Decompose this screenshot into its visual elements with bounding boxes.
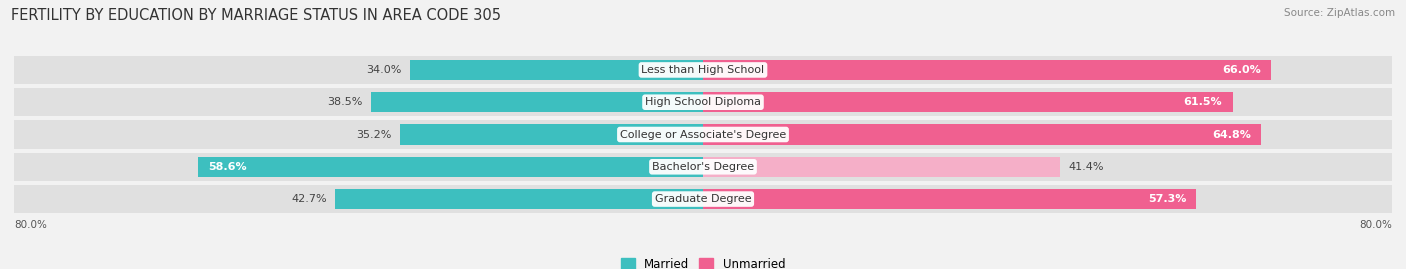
Text: 35.2%: 35.2% — [356, 129, 391, 140]
Text: 34.0%: 34.0% — [366, 65, 402, 75]
Text: 58.6%: 58.6% — [208, 162, 247, 172]
Text: Source: ZipAtlas.com: Source: ZipAtlas.com — [1284, 8, 1395, 18]
Bar — [411, 60, 703, 80]
Text: College or Associate's Degree: College or Associate's Degree — [620, 129, 786, 140]
Text: 61.5%: 61.5% — [1184, 97, 1222, 107]
Bar — [703, 60, 1271, 80]
Text: Less than High School: Less than High School — [641, 65, 765, 75]
Bar — [14, 153, 1392, 181]
Bar — [14, 120, 1392, 149]
Bar — [703, 189, 1197, 209]
Text: 80.0%: 80.0% — [1360, 220, 1392, 230]
Text: Graduate Degree: Graduate Degree — [655, 194, 751, 204]
Text: 38.5%: 38.5% — [328, 97, 363, 107]
Text: 80.0%: 80.0% — [14, 220, 46, 230]
Text: 41.4%: 41.4% — [1069, 162, 1104, 172]
Bar — [14, 185, 1392, 213]
Bar — [335, 189, 703, 209]
Bar — [703, 157, 1060, 177]
Bar — [703, 92, 1233, 112]
Bar — [14, 88, 1392, 116]
Bar — [703, 125, 1261, 144]
Text: High School Diploma: High School Diploma — [645, 97, 761, 107]
Bar — [14, 56, 1392, 84]
Legend: Married, Unmarried: Married, Unmarried — [620, 258, 786, 269]
Text: Bachelor's Degree: Bachelor's Degree — [652, 162, 754, 172]
Text: 57.3%: 57.3% — [1147, 194, 1187, 204]
Bar — [371, 92, 703, 112]
Text: 42.7%: 42.7% — [291, 194, 326, 204]
Bar — [399, 125, 703, 144]
Text: 64.8%: 64.8% — [1212, 129, 1251, 140]
Text: 66.0%: 66.0% — [1222, 65, 1261, 75]
Bar — [198, 157, 703, 177]
Text: FERTILITY BY EDUCATION BY MARRIAGE STATUS IN AREA CODE 305: FERTILITY BY EDUCATION BY MARRIAGE STATU… — [11, 8, 502, 23]
